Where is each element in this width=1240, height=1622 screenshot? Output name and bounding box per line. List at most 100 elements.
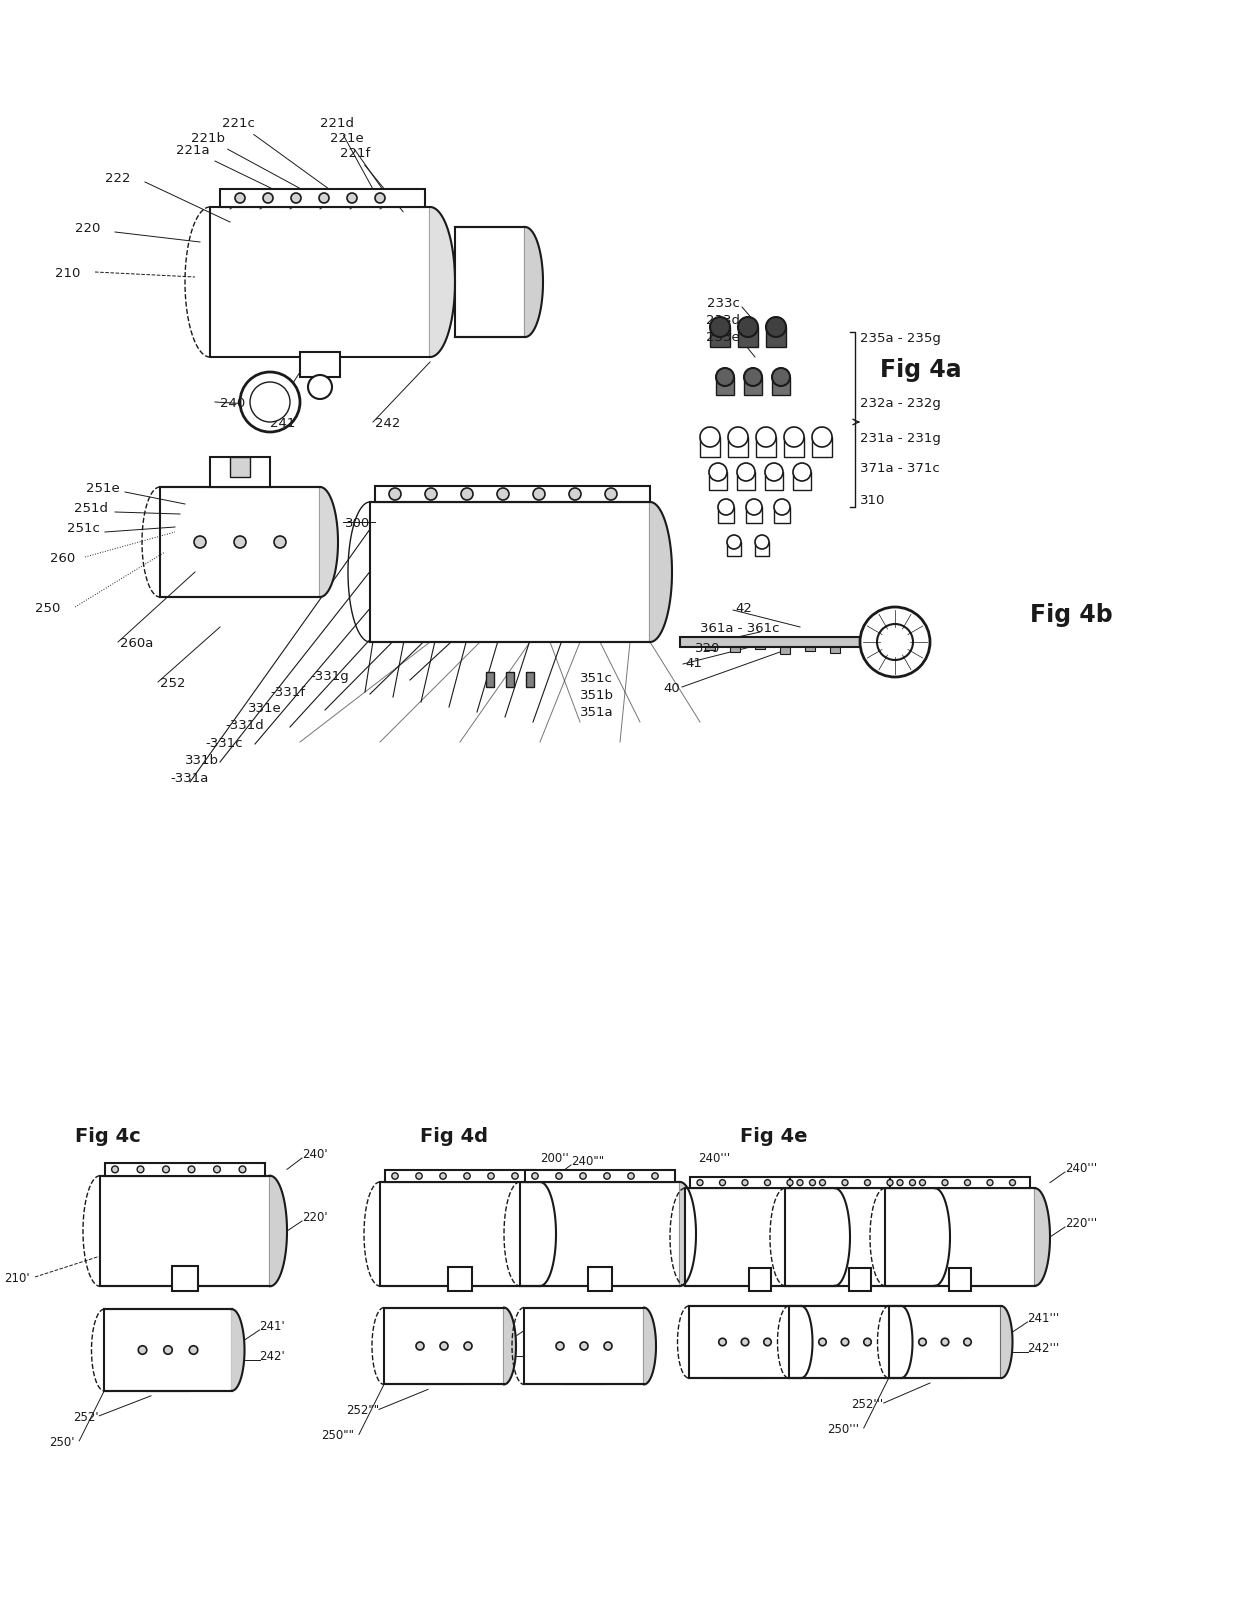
Text: -331d: -331d	[224, 719, 264, 732]
Bar	[790, 1178, 930, 1189]
Circle shape	[784, 427, 804, 448]
Text: Fig 4a: Fig 4a	[880, 358, 962, 383]
Bar	[701, 436, 720, 457]
Circle shape	[532, 1173, 538, 1179]
Circle shape	[164, 1346, 172, 1354]
Text: 221d: 221d	[320, 117, 378, 200]
Circle shape	[744, 368, 763, 386]
Bar	[448, 1267, 472, 1291]
Bar	[229, 457, 250, 477]
Text: 252"": 252""	[346, 1405, 379, 1418]
Text: 200'': 200''	[379, 1197, 409, 1210]
Circle shape	[864, 1179, 870, 1186]
Bar	[455, 227, 525, 337]
Text: 232a - 232g: 232a - 232g	[861, 397, 941, 410]
Text: Fig 4d: Fig 4d	[420, 1127, 489, 1147]
Text: 221a: 221a	[176, 144, 308, 206]
Text: Fig 4b: Fig 4b	[1030, 603, 1112, 628]
Circle shape	[569, 488, 582, 500]
Bar	[374, 487, 650, 501]
Text: 250"": 250""	[321, 1429, 353, 1442]
Circle shape	[291, 193, 301, 203]
Circle shape	[213, 1166, 221, 1173]
Circle shape	[497, 488, 508, 500]
Polygon shape	[901, 1306, 913, 1379]
Circle shape	[250, 383, 290, 422]
Text: 242"": 242""	[531, 1346, 564, 1359]
Circle shape	[487, 1173, 495, 1179]
Circle shape	[425, 488, 436, 500]
Circle shape	[556, 1173, 562, 1179]
Circle shape	[842, 1179, 848, 1186]
Circle shape	[919, 1338, 926, 1346]
Circle shape	[392, 1173, 398, 1179]
Bar	[210, 457, 270, 487]
Text: 331b: 331b	[185, 754, 219, 767]
Bar	[684, 1189, 835, 1286]
Circle shape	[773, 368, 790, 386]
Text: 241''': 241'''	[1028, 1312, 1060, 1325]
Text: 220: 220	[74, 222, 100, 235]
Bar	[949, 1268, 971, 1291]
Polygon shape	[650, 501, 672, 642]
Circle shape	[742, 1179, 748, 1186]
Text: 240': 240'	[303, 1148, 327, 1161]
Text: 310: 310	[861, 495, 885, 508]
Circle shape	[841, 1338, 848, 1346]
Circle shape	[756, 427, 776, 448]
Text: 351b: 351b	[580, 689, 614, 702]
Bar	[738, 328, 758, 347]
Circle shape	[755, 535, 769, 548]
Circle shape	[512, 1173, 518, 1179]
Circle shape	[727, 535, 742, 548]
Circle shape	[533, 488, 546, 500]
Circle shape	[711, 316, 730, 337]
Bar	[755, 542, 769, 556]
Polygon shape	[320, 487, 339, 597]
Text: -331g: -331g	[310, 670, 348, 683]
Text: 251e: 251e	[87, 482, 120, 495]
Polygon shape	[680, 1182, 696, 1286]
Circle shape	[234, 535, 246, 548]
Circle shape	[787, 1179, 794, 1186]
Bar	[746, 508, 763, 522]
Bar	[210, 208, 430, 357]
Bar	[830, 647, 839, 654]
Circle shape	[963, 1338, 971, 1346]
Text: 240''': 240'''	[698, 1152, 730, 1165]
Bar	[706, 647, 715, 650]
Circle shape	[652, 1173, 658, 1179]
Text: 250''': 250'''	[827, 1422, 859, 1435]
Circle shape	[742, 1338, 749, 1346]
Bar	[486, 672, 494, 688]
Bar	[520, 1182, 680, 1286]
Bar	[588, 1267, 613, 1291]
Polygon shape	[644, 1307, 656, 1385]
Circle shape	[440, 1173, 446, 1179]
Circle shape	[897, 1179, 903, 1186]
Circle shape	[719, 1338, 727, 1346]
Bar	[728, 436, 748, 457]
Circle shape	[718, 500, 734, 516]
Bar	[384, 1169, 534, 1182]
Circle shape	[188, 1166, 195, 1173]
Circle shape	[709, 462, 727, 482]
Circle shape	[580, 1173, 587, 1179]
Circle shape	[319, 193, 329, 203]
Text: 331e: 331e	[248, 702, 281, 715]
Text: 320: 320	[694, 642, 720, 655]
Bar	[812, 436, 832, 457]
Circle shape	[737, 462, 755, 482]
Circle shape	[241, 371, 300, 431]
Bar	[749, 1268, 771, 1291]
Bar	[689, 1178, 830, 1189]
Text: 361a - 361c: 361a - 361c	[701, 621, 780, 634]
Circle shape	[239, 1166, 246, 1173]
Circle shape	[374, 193, 384, 203]
Text: 351a: 351a	[580, 706, 614, 719]
Text: 222: 222	[104, 172, 130, 185]
Circle shape	[138, 1346, 146, 1354]
Text: 240: 240	[219, 397, 246, 410]
Circle shape	[941, 1338, 949, 1346]
Circle shape	[864, 1338, 872, 1346]
